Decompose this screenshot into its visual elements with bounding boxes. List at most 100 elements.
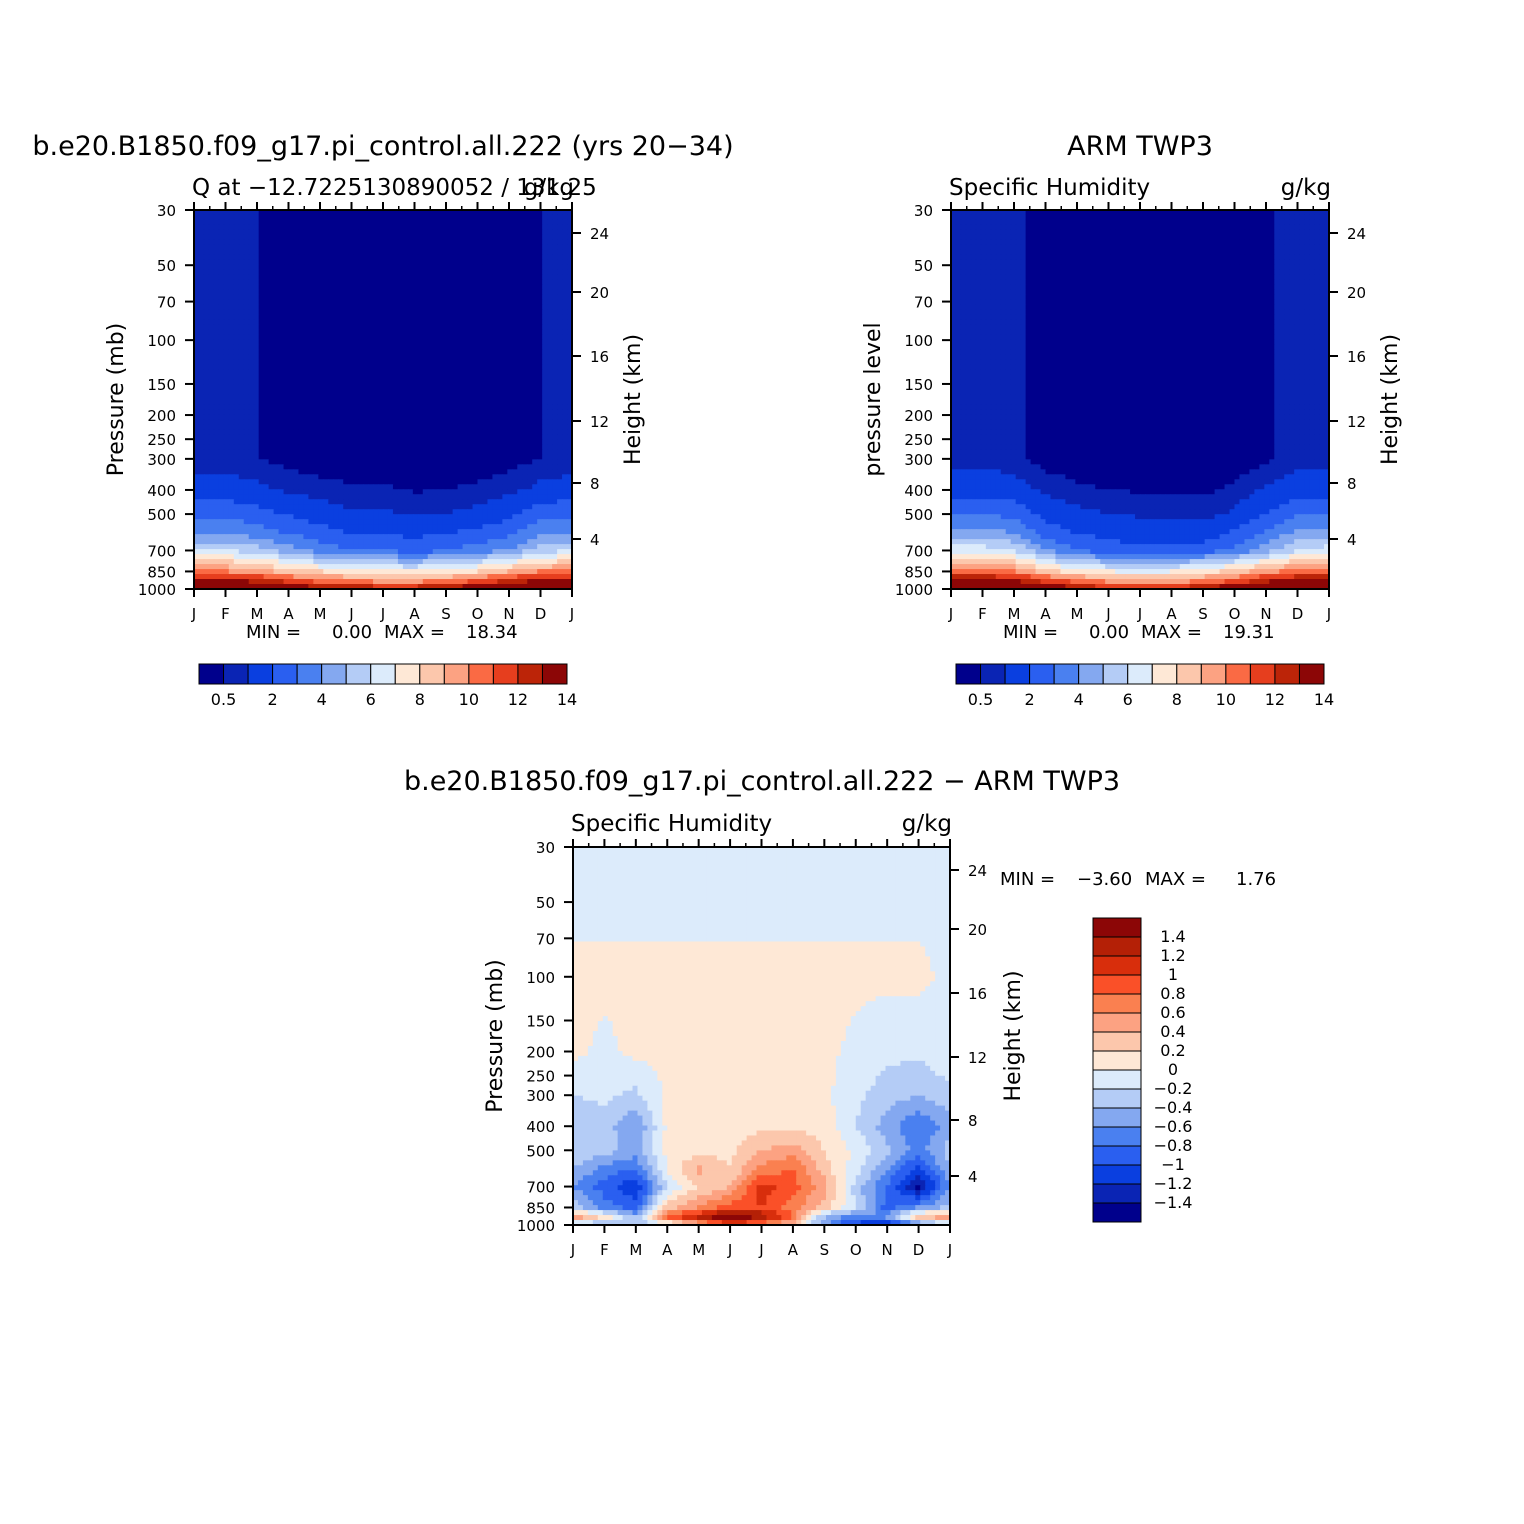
field-cell	[392, 534, 399, 540]
field-cell	[233, 259, 240, 266]
field-cell	[353, 524, 359, 530]
field-cell	[502, 359, 508, 366]
field-cell	[208, 304, 215, 311]
field-cell	[218, 314, 225, 321]
field-cell	[203, 279, 210, 286]
field-cell	[203, 404, 210, 411]
field-cell	[487, 309, 494, 316]
field-cell	[288, 439, 295, 445]
field-cell	[562, 484, 568, 490]
field-cell	[353, 404, 359, 411]
field-cell	[238, 349, 245, 356]
field-cell	[298, 324, 305, 331]
field-cell	[293, 234, 300, 241]
field-cell	[248, 434, 255, 440]
field-cell	[368, 459, 374, 465]
field-cell	[378, 499, 384, 505]
field-cell	[532, 529, 538, 535]
field-cell	[447, 319, 454, 326]
field-cell	[273, 434, 280, 440]
field-cell	[318, 224, 324, 231]
field-cell	[557, 434, 563, 440]
field-cell	[373, 429, 379, 436]
field-cell	[383, 214, 389, 221]
field-cell	[477, 294, 484, 301]
field-cell	[552, 324, 558, 331]
field-cell	[412, 269, 419, 276]
field-cell	[477, 434, 484, 440]
field-cell	[353, 319, 359, 326]
field-cell	[427, 354, 434, 361]
field-cell	[477, 454, 484, 460]
field-cell	[512, 439, 518, 445]
field-cell	[293, 414, 300, 421]
field-cell	[278, 529, 285, 535]
field-cell	[213, 489, 220, 495]
field-cell	[397, 514, 404, 520]
field-cell	[402, 389, 409, 396]
field-cell	[313, 529, 319, 535]
field-cell	[397, 394, 404, 401]
field-cell	[243, 284, 250, 291]
field-cell	[452, 384, 459, 391]
field-cell	[422, 409, 429, 416]
field-cell	[567, 439, 573, 445]
field-cell	[333, 274, 339, 281]
field-cell	[432, 244, 439, 251]
field-cell	[447, 469, 454, 475]
field-cell	[427, 349, 434, 356]
field-cell	[487, 394, 494, 401]
field-cell	[303, 369, 309, 376]
field-cell	[353, 294, 359, 301]
field-cell	[397, 259, 404, 266]
field-cell	[437, 374, 444, 381]
field-cell	[308, 444, 314, 450]
field-cell	[223, 314, 230, 321]
field-cell	[412, 439, 419, 445]
field-cell	[218, 439, 225, 445]
field-cell	[218, 519, 225, 525]
field-cell	[422, 239, 429, 246]
field-cell	[512, 379, 518, 386]
field-cell	[238, 334, 245, 341]
field-cell	[407, 394, 414, 401]
field-cell	[368, 389, 374, 396]
field-cell	[427, 434, 434, 440]
field-cell	[457, 369, 464, 376]
field-cell	[407, 534, 414, 540]
field-cell	[338, 384, 344, 391]
field-cell	[208, 504, 215, 510]
field-cell	[194, 274, 200, 281]
field-cell	[323, 469, 329, 475]
field-cell	[223, 339, 230, 346]
field-cell	[338, 409, 344, 416]
field-cell	[482, 344, 489, 351]
field-cell	[238, 219, 245, 226]
field-cell	[213, 504, 220, 510]
field-cell	[348, 389, 354, 396]
field-cell	[278, 439, 285, 445]
field-cell	[238, 309, 245, 316]
field-cell	[373, 214, 379, 221]
field-cell	[298, 349, 305, 356]
field-cell	[298, 329, 305, 336]
field-cell	[268, 519, 275, 525]
field-cell	[213, 339, 220, 346]
field-cell	[273, 229, 280, 236]
field-cell	[472, 219, 479, 226]
field-cell	[512, 214, 518, 221]
field-cell	[422, 444, 429, 450]
field-cell	[487, 314, 494, 321]
field-cell	[203, 234, 210, 241]
field-cell	[323, 284, 329, 291]
field-cell	[492, 414, 498, 421]
field-cell	[497, 214, 503, 221]
field-cell	[368, 444, 374, 450]
field-cell	[243, 294, 250, 301]
field-cell	[258, 489, 265, 495]
field-cell	[527, 354, 533, 361]
field-cell	[392, 529, 399, 535]
field-cell	[517, 529, 523, 535]
field-cell	[248, 494, 255, 500]
field-cell	[298, 264, 305, 271]
